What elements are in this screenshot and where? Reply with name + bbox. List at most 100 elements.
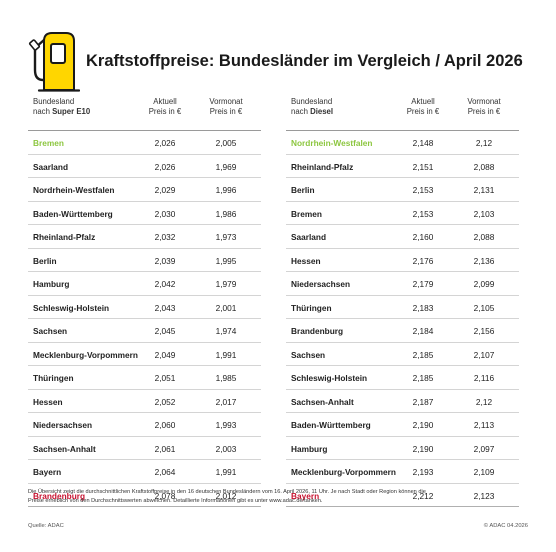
region-cell: Baden-Württemberg (33, 208, 113, 219)
previous-price-cell: 2,113 (473, 420, 495, 430)
copyright-label: © ADAC 04.2026 (483, 523, 528, 529)
table-row: Berlin 2,039 1,995 (28, 249, 261, 272)
table-row: Rheinland-Pfalz 2,151 2,088 (286, 155, 519, 178)
table-row: Bayern 2,212 2,123 (286, 484, 519, 507)
column-header-region: Bundesland nach Diesel (291, 97, 334, 116)
table-row: Sachsen 2,045 1,974 (28, 319, 261, 343)
previous-price-cell: 2,12 (475, 396, 493, 407)
table-row: Sachsen 2,185 2,107 (286, 343, 519, 366)
previous-price-cell: 1,974 (215, 326, 237, 336)
table-row: Saarland 2,160 2,088 (286, 225, 519, 249)
previous-price-cell: 2,001 (215, 302, 237, 313)
previous-price-cell: 2,088 (473, 161, 495, 172)
current-price-cell: 2,148 (412, 138, 434, 148)
table-row: Saarland 2,026 1,969 (28, 155, 261, 178)
previous-price-cell: 1,991 (215, 349, 237, 360)
current-price-cell: 2,183 (412, 302, 434, 313)
region-cell: Sachsen-Anhalt (291, 396, 354, 407)
previous-price-cell: 1,991 (215, 467, 237, 477)
current-price-cell: 2,160 (412, 232, 434, 242)
current-price-cell: 2,153 (412, 185, 434, 195)
current-price-cell: 2,176 (412, 255, 434, 266)
previous-price-cell: 2,123 (473, 490, 495, 501)
region-cell: Mecklenburg-Vorpommern (33, 349, 138, 360)
previous-price-cell: 2,012 (215, 490, 237, 501)
previous-price-cell: 2,103 (473, 208, 495, 219)
header: Kraftstoffpreise: Bundesländer im Vergle… (28, 30, 528, 92)
table-row: Brandenburg 2,184 2,156 (286, 319, 519, 343)
table-row: Schleswig-Holstein 2,043 2,001 (28, 296, 261, 319)
current-price-cell: 2,184 (412, 326, 434, 336)
table-row: Hamburg 2,190 2,097 (286, 437, 519, 460)
previous-price-cell: 1,996 (215, 185, 237, 195)
table-row: Bremen 2,026 2,005 (28, 131, 261, 155)
previous-price-cell: 1,969 (215, 161, 237, 172)
region-cell: Berlin (33, 255, 57, 266)
diesel-table: Bundesland nach Diesel Aktuell Preis in … (286, 96, 519, 507)
previous-price-cell: 1,973 (215, 232, 237, 242)
column-header-current: Aktuell Preis in € (406, 97, 440, 116)
table-row: Brandenburg 2,078 2,012 (28, 484, 261, 507)
region-cell: Sachsen (291, 349, 326, 360)
table-row: Thüringen 2,051 1,985 (28, 366, 261, 390)
page-title: Kraftstoffpreise: Bundesländer im Vergle… (86, 52, 523, 70)
previous-price-cell: 2,105 (473, 302, 495, 313)
table-body: Nordrhein-Westfalen 2,148 2,12 Rheinland-Pf… (286, 131, 519, 507)
current-price-cell: 2,185 (412, 349, 434, 360)
region-cell: Niedersachsen (291, 279, 351, 289)
table-row: Bayern 2,064 1,991 (28, 460, 261, 484)
table-row: Baden-Württemberg 2,030 1,986 (28, 202, 261, 225)
previous-price-cell: 2,116 (473, 373, 495, 383)
region-cell: Niedersachsen (33, 420, 93, 430)
region-cell: Hamburg (33, 279, 70, 289)
region-cell: Bayern (33, 467, 62, 477)
region-cell: Schleswig-Holstein (33, 302, 110, 313)
previous-price-cell: 2,109 (473, 467, 495, 477)
region-cell: Hessen (291, 255, 321, 266)
current-price-cell: 2,078 (154, 490, 176, 501)
current-price-cell: 2,060 (154, 420, 176, 430)
previous-price-cell: 1,995 (215, 255, 237, 266)
region-cell: Rheinland-Pfalz (291, 161, 354, 172)
table-row: Nordrhein-Westfalen 2,029 1,996 (28, 178, 261, 202)
current-price-cell: 2,039 (154, 255, 176, 266)
region-cell: Sachsen (33, 326, 68, 336)
previous-price-cell: 2,005 (215, 138, 237, 148)
current-price-cell: 2,212 (412, 490, 434, 501)
previous-price-cell: 2,107 (473, 349, 495, 360)
table-row: Rheinland-Pfalz 2,032 1,973 (28, 225, 261, 249)
current-price-cell: 2,179 (412, 279, 434, 289)
current-price-cell: 2,029 (154, 185, 176, 195)
region-cell: Thüringen (33, 373, 74, 383)
current-price-cell: 2,052 (154, 396, 176, 407)
current-price-cell: 2,051 (154, 373, 176, 383)
region-cell: Sachsen-Anhalt (33, 443, 96, 454)
current-price-cell: 2,153 (412, 208, 434, 219)
region-cell: Bremen (33, 138, 64, 148)
previous-price-cell: 2,088 (473, 232, 495, 242)
region-cell: Schleswig-Holstein (291, 373, 368, 383)
previous-price-cell: 2,136 (473, 255, 495, 266)
source-label: Quelle: ADAC (28, 523, 64, 529)
region-cell: Berlin (291, 185, 315, 195)
table-row: Schleswig-Holstein 2,185 2,116 (286, 366, 519, 390)
previous-price-cell: 2,003 (215, 443, 237, 454)
current-price-cell: 2,045 (154, 326, 176, 336)
table-row: Mecklenburg-Vorpommern 2,193 2,109 (286, 460, 519, 484)
table-row: Mecklenburg-Vorpommern 2,049 1,991 (28, 343, 261, 366)
region-cell: Bremen (291, 208, 322, 219)
column-header-previous: Vormonat Preis in € (467, 97, 501, 116)
region-cell: Baden-Württemberg (291, 420, 371, 430)
table-row: Hamburg 2,042 1,979 (28, 272, 261, 296)
current-price-cell: 2,043 (154, 302, 176, 313)
current-price-cell: 2,061 (154, 443, 176, 454)
current-price-cell: 2,030 (154, 208, 176, 219)
current-price-cell: 2,026 (154, 161, 176, 172)
current-price-cell: 2,032 (154, 232, 176, 242)
previous-price-cell: 1,985 (215, 373, 237, 383)
region-cell: Nordrhein-Westfalen (291, 138, 373, 148)
column-header-region: Bundesland nach Super E10 (33, 97, 91, 116)
region-cell: Rheinland-Pfalz (33, 232, 96, 242)
previous-price-cell: 2,156 (473, 326, 495, 336)
table-row: Baden-Württemberg 2,190 2,113 (286, 413, 519, 437)
